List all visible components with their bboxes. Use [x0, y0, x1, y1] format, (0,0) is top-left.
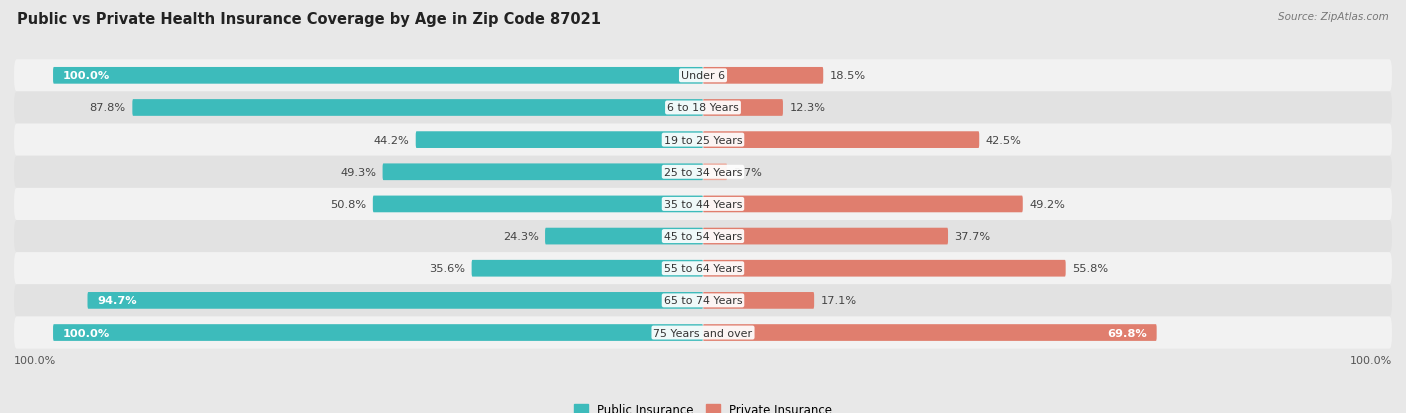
Legend: Public Insurance, Private Insurance: Public Insurance, Private Insurance — [574, 403, 832, 413]
FancyBboxPatch shape — [416, 132, 703, 149]
FancyBboxPatch shape — [132, 100, 703, 116]
Text: 100.0%: 100.0% — [63, 71, 110, 81]
FancyBboxPatch shape — [87, 292, 703, 309]
FancyBboxPatch shape — [14, 317, 1392, 349]
FancyBboxPatch shape — [14, 60, 1392, 92]
Text: 18.5%: 18.5% — [830, 71, 866, 81]
Text: 44.2%: 44.2% — [374, 135, 409, 145]
FancyBboxPatch shape — [53, 324, 703, 341]
Text: 100.0%: 100.0% — [63, 328, 110, 338]
Text: 49.2%: 49.2% — [1029, 199, 1066, 209]
Text: 69.8%: 69.8% — [1107, 328, 1147, 338]
FancyBboxPatch shape — [53, 68, 703, 85]
Text: 35.6%: 35.6% — [429, 263, 465, 273]
Text: 65 to 74 Years: 65 to 74 Years — [664, 296, 742, 306]
FancyBboxPatch shape — [14, 285, 1392, 317]
FancyBboxPatch shape — [703, 228, 948, 245]
FancyBboxPatch shape — [703, 292, 814, 309]
Text: 45 to 54 Years: 45 to 54 Years — [664, 232, 742, 242]
Text: 17.1%: 17.1% — [821, 296, 856, 306]
FancyBboxPatch shape — [14, 221, 1392, 252]
Text: 55.8%: 55.8% — [1073, 263, 1108, 273]
FancyBboxPatch shape — [703, 100, 783, 116]
FancyBboxPatch shape — [382, 164, 703, 181]
FancyBboxPatch shape — [703, 164, 727, 181]
Text: 75 Years and over: 75 Years and over — [654, 328, 752, 338]
Text: 100.0%: 100.0% — [1350, 355, 1392, 365]
Text: 87.8%: 87.8% — [90, 103, 127, 113]
FancyBboxPatch shape — [14, 124, 1392, 157]
Text: 55 to 64 Years: 55 to 64 Years — [664, 263, 742, 273]
Text: 25 to 34 Years: 25 to 34 Years — [664, 167, 742, 177]
FancyBboxPatch shape — [471, 260, 703, 277]
FancyBboxPatch shape — [14, 188, 1392, 221]
Text: 42.5%: 42.5% — [986, 135, 1022, 145]
Text: 35 to 44 Years: 35 to 44 Years — [664, 199, 742, 209]
FancyBboxPatch shape — [373, 196, 703, 213]
FancyBboxPatch shape — [703, 68, 824, 85]
Text: 24.3%: 24.3% — [503, 232, 538, 242]
Text: 50.8%: 50.8% — [330, 199, 367, 209]
Text: 3.7%: 3.7% — [734, 167, 762, 177]
Text: Public vs Private Health Insurance Coverage by Age in Zip Code 87021: Public vs Private Health Insurance Cover… — [17, 12, 600, 27]
FancyBboxPatch shape — [703, 132, 979, 149]
Text: Source: ZipAtlas.com: Source: ZipAtlas.com — [1278, 12, 1389, 22]
FancyBboxPatch shape — [14, 252, 1392, 285]
Text: 12.3%: 12.3% — [789, 103, 825, 113]
FancyBboxPatch shape — [703, 196, 1022, 213]
FancyBboxPatch shape — [546, 228, 703, 245]
FancyBboxPatch shape — [703, 324, 1157, 341]
Text: 37.7%: 37.7% — [955, 232, 991, 242]
Text: 94.7%: 94.7% — [97, 296, 136, 306]
FancyBboxPatch shape — [703, 260, 1066, 277]
FancyBboxPatch shape — [14, 157, 1392, 188]
Text: 49.3%: 49.3% — [340, 167, 375, 177]
Text: 6 to 18 Years: 6 to 18 Years — [666, 103, 740, 113]
FancyBboxPatch shape — [14, 92, 1392, 124]
Text: 100.0%: 100.0% — [14, 355, 56, 365]
Text: 19 to 25 Years: 19 to 25 Years — [664, 135, 742, 145]
Text: Under 6: Under 6 — [681, 71, 725, 81]
